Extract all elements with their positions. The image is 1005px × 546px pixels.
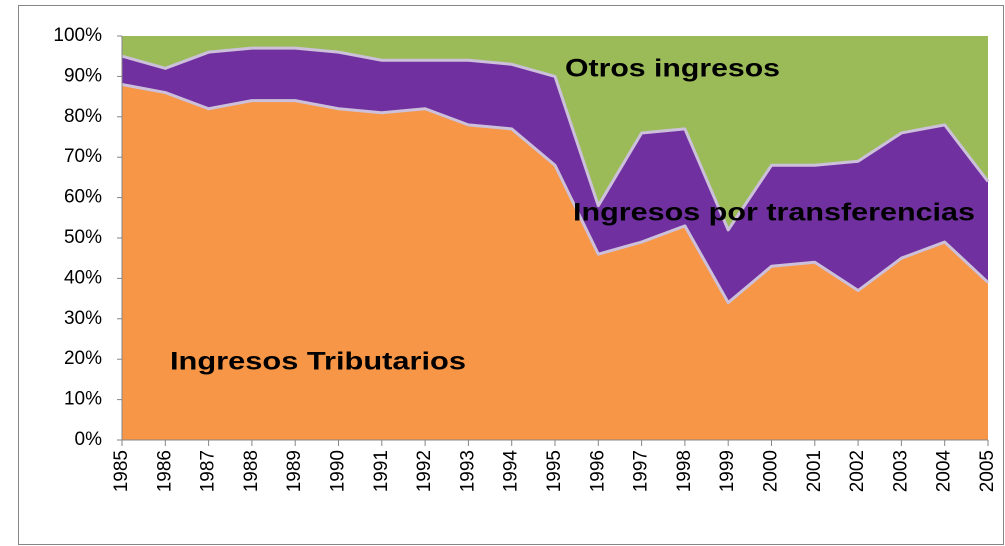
x-tick-label: 2002 [847, 450, 868, 492]
x-tick-label: 2004 [934, 450, 955, 493]
x-tick-label: 1992 [414, 450, 435, 492]
y-tick-label: 80% [64, 106, 102, 127]
y-tick-label: 40% [64, 267, 102, 288]
x-tick-label: 2005 [977, 450, 998, 492]
x-tick-label: 1988 [241, 450, 262, 492]
y-tick-label: 60% [64, 187, 102, 208]
x-tick-label: 1986 [154, 450, 175, 492]
y-tick-label: 20% [64, 348, 102, 369]
x-tick-label: 1990 [328, 450, 349, 492]
y-tick-label: 70% [64, 146, 102, 167]
annotations: Otros ingresos Ingresos por transferenci… [170, 55, 975, 376]
x-tick-label: 1995 [544, 450, 565, 492]
x-tick-label: 1993 [457, 450, 478, 492]
area [122, 36, 988, 230]
x-tick-label: 1989 [284, 450, 305, 492]
y-tick-label: 30% [64, 308, 102, 329]
x-tick-label: 2003 [890, 450, 911, 492]
x-tick-label: 1991 [371, 450, 392, 492]
x-tick-label: 1998 [674, 450, 695, 492]
y-tick-label: 0% [75, 429, 103, 450]
x-tick-label: 1994 [501, 450, 522, 493]
x-tick-label: 1996 [587, 450, 608, 492]
x-tick-label: 2001 [804, 450, 825, 492]
y-tick-label: 100% [53, 25, 102, 46]
x-tick-label: 1999 [717, 450, 738, 492]
series-label: Ingresos Tributarios [170, 348, 466, 376]
area-edge [121, 46, 990, 232]
axes: 0% 10% 20% 30% 40% 50% 60% 70% 80% 90% 100% 1985 198… [53, 25, 998, 492]
plot-area [121, 36, 990, 440]
x-tick-label: 1997 [631, 450, 652, 492]
series-label: Otros ingresos [565, 55, 780, 83]
area [122, 48, 988, 303]
x-tick-label: 2000 [761, 450, 782, 492]
x-tick-label: 1987 [198, 450, 219, 492]
y-tick-label: 90% [64, 65, 102, 86]
y-tick-label: 50% [64, 227, 102, 248]
series-label: Ingresos por transferencias [573, 199, 975, 227]
area-edge [121, 83, 990, 305]
area [122, 84, 988, 440]
x-tick-label: 1985 [111, 450, 132, 492]
y-tick-label: 10% [64, 389, 102, 410]
